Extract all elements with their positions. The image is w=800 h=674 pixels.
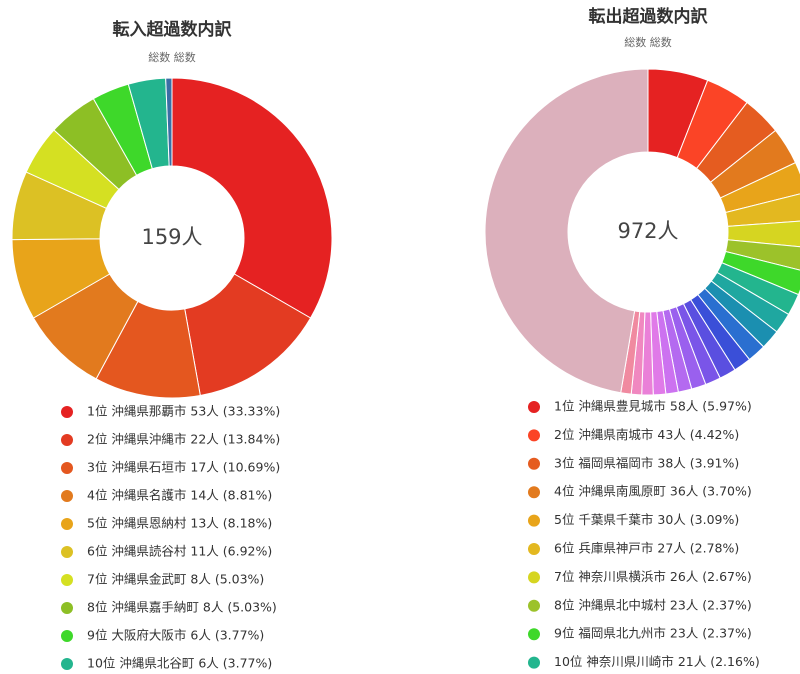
legend-marker <box>528 599 540 612</box>
legend-label: 5位 沖縄県恩納村 13人 (8.18%) <box>87 516 272 531</box>
legend-label: 2位 沖縄県南城市 43人 (4.42%) <box>554 427 739 442</box>
legend-label: 8位 沖縄県嘉手納町 8人 (5.03%) <box>87 600 277 615</box>
legend-label: 7位 神奈川県横浜市 26人 (2.67%) <box>554 569 752 584</box>
legend-marker <box>61 434 73 446</box>
legend-marker <box>528 429 540 442</box>
legend-marker <box>61 490 73 502</box>
legend-marker <box>528 543 540 555</box>
slice <box>484 68 649 394</box>
legend-marker <box>528 457 540 470</box>
legend-marker <box>528 486 540 499</box>
legend-label: 3位 沖縄県石垣市 17人 (10.69%) <box>87 460 280 475</box>
chart-subtitle: 総数 総数 <box>148 50 196 64</box>
legend-label: 8位 沖縄県北中城村 23人 (2.37%) <box>554 597 752 612</box>
slice <box>171 77 333 319</box>
legend-label: 1位 沖縄県豊見城市 58人 (5.97%) <box>554 399 752 414</box>
legend-marker <box>61 518 73 530</box>
legend-marker <box>528 401 540 413</box>
slice <box>165 77 173 167</box>
legend-marker <box>61 406 73 418</box>
legend-marker <box>61 546 73 558</box>
legend-label: 10位 神奈川県川崎市 21人 (2.16%) <box>554 654 760 669</box>
legend-marker <box>528 628 540 641</box>
legend-label: 1位 沖縄県那覇市 53人 (33.33%) <box>87 404 280 419</box>
legend-label: 6位 沖縄県読谷村 11人 (6.92%) <box>87 544 272 559</box>
legend-label: 3位 福岡県福岡市 38人 (3.91%) <box>554 455 739 470</box>
center-label: 159人 <box>141 225 202 249</box>
legend-label: 9位 大阪府大阪市 6人 (3.77%) <box>87 628 264 643</box>
legend-marker <box>528 656 540 669</box>
legend-label: 5位 千葉県千葉市 30人 (3.09%) <box>554 512 739 527</box>
legend-marker <box>528 514 540 527</box>
legend-label: 9位 福岡県北九州市 23人 (2.37%) <box>554 626 752 641</box>
legend-label: 4位 沖縄県南風原町 36人 (3.70%) <box>554 484 752 499</box>
slice <box>184 273 312 397</box>
legend-label: 6位 兵庫県神戸市 27人 (2.78%) <box>554 541 739 556</box>
legend-label: 4位 沖縄県名護市 14人 (8.81%) <box>87 488 272 503</box>
legend-label: 2位 沖縄県沖縄市 22人 (13.84%) <box>87 432 280 447</box>
legend-label: 10位 沖縄県北谷町 6人 (3.77%) <box>87 656 272 671</box>
legend-marker <box>61 574 73 586</box>
legend-marker <box>528 571 540 584</box>
center-label: 972人 <box>617 219 678 243</box>
legend-marker <box>61 462 73 474</box>
legend-marker <box>61 602 73 614</box>
chart-title: 転入超過数内訳 <box>113 19 233 40</box>
chart-title: 転出超過数内訳 <box>589 6 709 27</box>
legend-marker <box>61 630 73 642</box>
chart-subtitle: 総数 総数 <box>624 35 672 49</box>
legend-marker <box>61 658 73 670</box>
legend-label: 7位 沖縄県金武町 8人 (5.03%) <box>87 572 264 587</box>
